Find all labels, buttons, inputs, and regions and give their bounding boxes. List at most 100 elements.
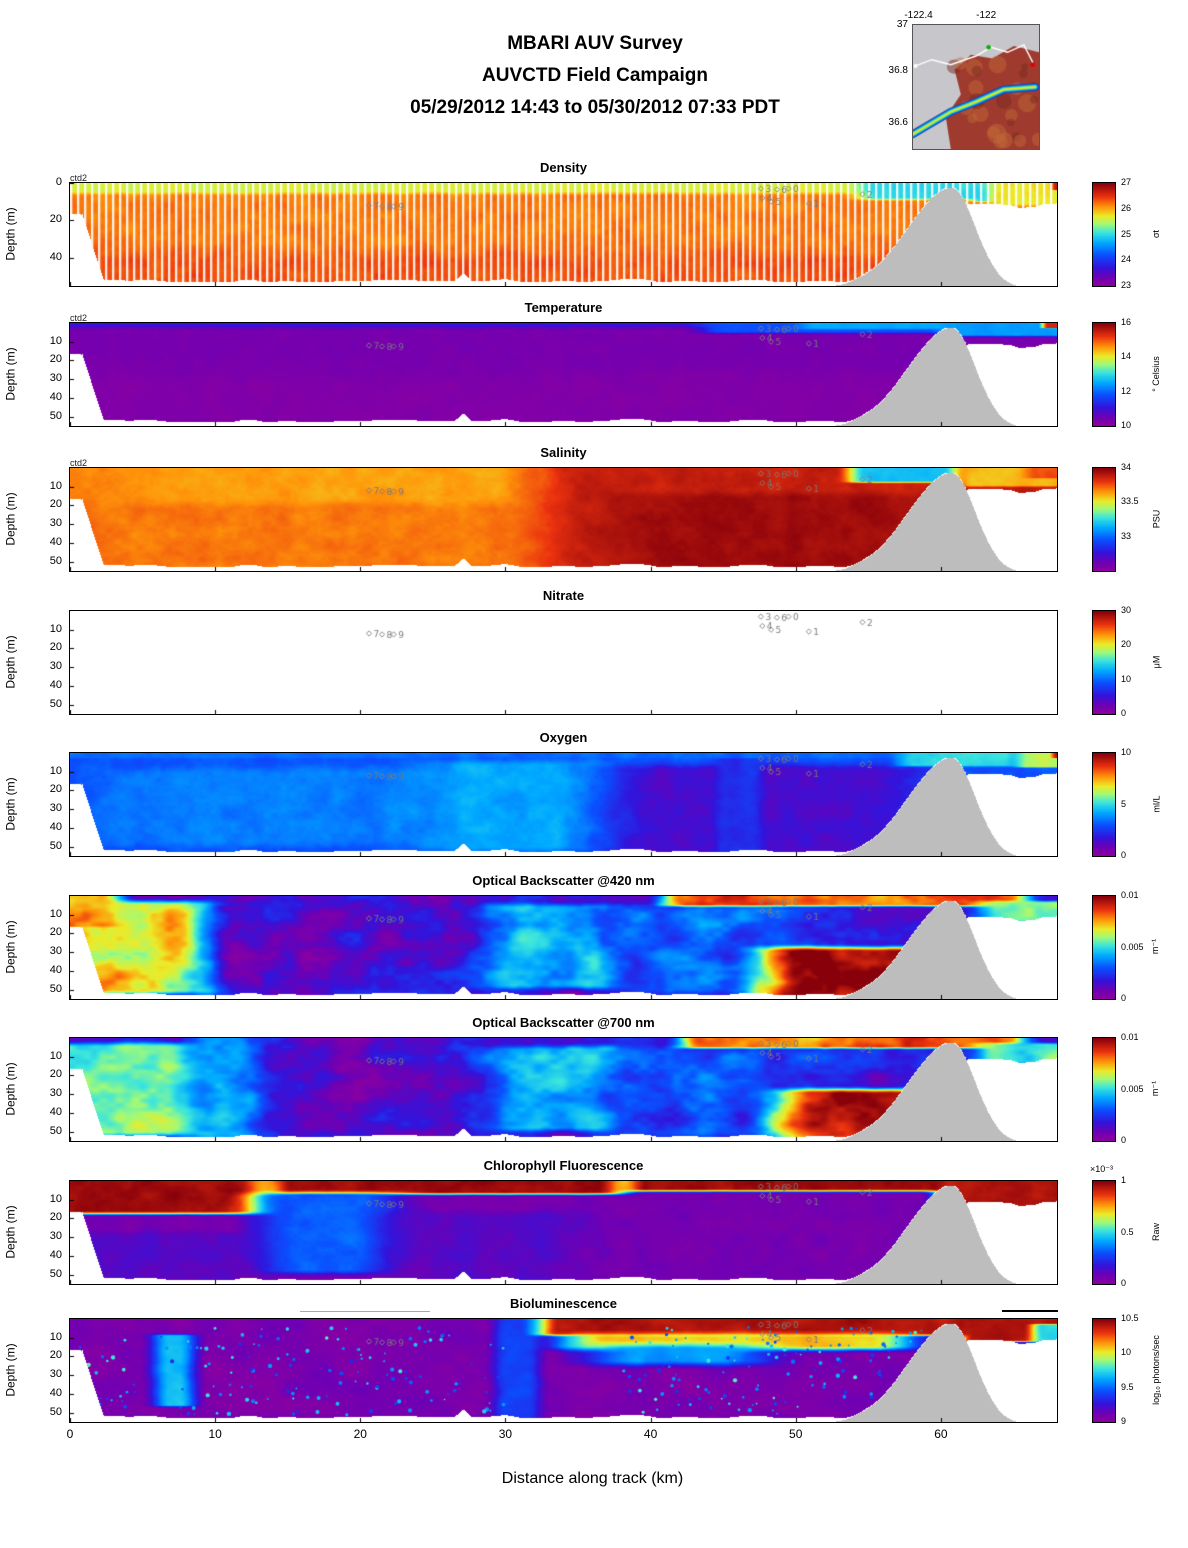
panel-title: Optical Backscatter @700 nm (472, 1015, 655, 1030)
y-tick-label: 30 (49, 517, 62, 530)
x-tick-label: 60 (934, 1427, 948, 1441)
y-axis-title-text: Depth (m) (4, 1342, 18, 1397)
section-plot-canvas (69, 467, 1058, 572)
colorbar-canvas (1092, 1318, 1116, 1423)
colorbar-tick-label: 0 (1121, 850, 1127, 860)
panel-title: Temperature (524, 300, 603, 315)
colorbar-unit: μM (1148, 610, 1164, 713)
colorbar-canvas (1092, 752, 1116, 857)
colorbar-tick-label: 16 (1121, 317, 1132, 327)
colorbar-unit: m⁻¹ (1148, 895, 1164, 998)
x-axis-label: Distance along track (km) (501, 1470, 684, 1487)
colorbar-tick-label: 34 (1121, 462, 1132, 472)
section-plot-canvas (69, 610, 1058, 715)
colorbar-tick-label: 5 (1121, 798, 1127, 809)
y-axis-tick-labels: 10 20 30 40 50 (28, 895, 66, 998)
colorbar-unit: ml/L (1148, 752, 1164, 855)
y-axis-title-text: Depth (m) (4, 346, 18, 401)
colorbar-tick-label: 0 (1121, 993, 1127, 1003)
y-axis-title: Depth (m) (0, 1180, 22, 1283)
colorbar-tick-labels: 10 5 0 (1121, 747, 1165, 860)
colorbar-tick-label: 24 (1121, 254, 1132, 265)
map-lat-tick: 36.6 (888, 116, 908, 128)
y-axis-title-text: Depth (m) (4, 776, 18, 831)
map-lat-tick: 37 (896, 19, 908, 30)
colorbar-tick-label: 10 (1121, 420, 1132, 430)
y-axis-title-text: Depth (m) (4, 206, 18, 261)
y-tick-label: 50 (49, 1405, 62, 1418)
colorbar-tick-label: 30 (1121, 605, 1132, 615)
y-axis-title: Depth (m) (0, 467, 22, 570)
y-tick-label: 20 (49, 783, 62, 796)
y-tick-label: 40 (49, 535, 62, 548)
surface-line-gray (300, 1311, 430, 1312)
colorbar-canvas (1092, 1037, 1116, 1142)
y-tick-label: 20 (49, 1349, 62, 1362)
colorbar-tick-labels: 30 20 10 0 (1121, 605, 1165, 718)
y-tick-label: 20 (49, 498, 62, 511)
y-axis-title: Depth (m) (0, 610, 22, 713)
y-tick-label: 40 (49, 1386, 62, 1399)
colorbar-canvas (1092, 610, 1116, 715)
colorbar-tick-label: 10.5 (1121, 1313, 1139, 1323)
y-axis-title-text: Depth (m) (4, 491, 18, 546)
y-tick-label: 30 (49, 372, 62, 385)
panel-title: Bioluminescence (510, 1296, 617, 1311)
colorbar-canvas (1092, 467, 1116, 572)
y-axis-tick-labels: 10 20 30 40 50 (28, 1037, 66, 1140)
colorbar-unit-text: ml/L (1151, 794, 1162, 813)
section-plot-canvas (69, 1318, 1058, 1423)
section-plot-canvas (69, 752, 1058, 857)
map-lat-tick: 36.8 (888, 64, 908, 76)
colorbar-tick-label: 0 (1121, 1135, 1127, 1145)
panel-title: Nitrate (542, 588, 585, 603)
map-inset: 37 36.8 36.6 -122.4 -122 (889, 10, 1040, 150)
y-axis-tick-labels: 10 20 30 40 50 (28, 610, 66, 713)
colorbar-multiplier: ×10⁻³ (1090, 1164, 1114, 1174)
y-axis-tick-labels: 10 20 30 40 50 (28, 752, 66, 855)
y-tick-label: 50 (49, 554, 62, 567)
y-tick-label: 20 (49, 926, 62, 939)
y-axis-tick-labels: 10 20 30 40 50 (28, 1318, 66, 1421)
y-tick-label: 20 (49, 641, 62, 654)
y-axis-title: Depth (m) (0, 322, 22, 425)
colorbar-tick-labels: 10.5 10 9.5 9 (1121, 1313, 1165, 1426)
colorbar-tick-labels: 1 0.5 0 (1121, 1175, 1165, 1288)
colorbar-tick-label: 10 (1121, 1347, 1132, 1358)
y-tick-label: 10 (49, 622, 62, 635)
y-tick-label: 50 (49, 1124, 62, 1137)
colorbar-tick-label: 0 (1121, 1278, 1127, 1288)
y-axis-tick-labels: 10 20 30 40 50 (28, 467, 66, 570)
panel-optical-backscatter-700-nm: Optical Backscatter @700 nm Depth (m) 10… (0, 1015, 1188, 1155)
section-plot-canvas (69, 895, 1058, 1000)
colorbar-unit-text: μM (1151, 655, 1161, 668)
y-tick-label: 50 (49, 839, 62, 852)
y-axis-title-text: Depth (m) (4, 1061, 18, 1116)
figure-subtitle: AUVCTD Field Campaign (482, 65, 708, 86)
colorbar-unit-text: σt (1151, 229, 1161, 238)
panel-oxygen: Oxygen Depth (m) 10 20 30 40 50 10 5 0 ml/L (0, 730, 1188, 870)
y-axis-title: Depth (m) (0, 1318, 22, 1421)
colorbar-unit: σt (1148, 182, 1164, 285)
y-tick-label: 30 (49, 1230, 62, 1243)
panel-nitrate: Nitrate Depth (m) 10 20 30 40 50 30 20 10 0 μM (0, 588, 1188, 728)
colorbar-tick-label: 0.01 (1121, 890, 1139, 900)
map-lon-tick: -122.4 (904, 10, 933, 21)
panel-title: Salinity (540, 445, 587, 460)
colorbar-unit-text: ° Celsius (1151, 355, 1162, 392)
panel-density: Density Depth (m) 0 20 40 ctd2 27 26 25 24 23 … (0, 160, 1188, 300)
y-tick-label: 10 (49, 1330, 62, 1343)
y-axis-tick-labels: 10 20 30 40 50 (28, 322, 66, 425)
colorbar-tick-labels: 0.01 0.005 0 (1121, 1032, 1165, 1145)
y-tick-label: 40 (49, 820, 62, 833)
y-tick-label: 30 (49, 660, 62, 673)
colorbar-unit-text: log₁₀ photons/sec (1151, 1334, 1162, 1405)
y-tick-label: 50 (49, 1267, 62, 1280)
map-lon-tick: -122 (976, 10, 997, 21)
colorbar-tick-label: 20 (1121, 639, 1132, 650)
y-tick-label: 20 (49, 1211, 62, 1224)
y-tick-label: 40 (49, 1105, 62, 1118)
surface-line-black (1002, 1310, 1058, 1312)
colorbar-tick-label: 27 (1121, 177, 1132, 187)
